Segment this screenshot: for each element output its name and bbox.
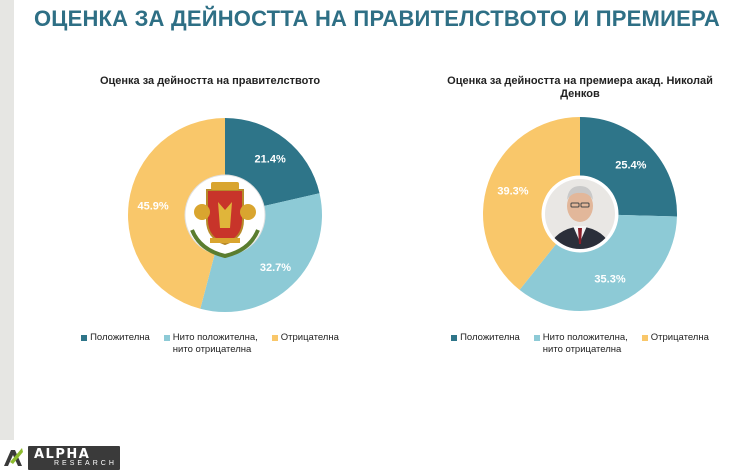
data-label: 32.7% xyxy=(260,262,291,274)
legend-item-negative: Отрицателна xyxy=(641,332,709,356)
data-label: 25.4% xyxy=(615,159,646,171)
data-label: 45.9% xyxy=(137,201,168,213)
prime-minister-portrait-icon xyxy=(541,175,619,253)
alpha-research-logo: ALPHA RESEARCH xyxy=(0,442,130,472)
government-chart-panel: Оценка за дейността на правителството 21… xyxy=(60,60,360,355)
chart-legend: Положителна Нито положителна, нито отриц… xyxy=(430,332,730,356)
legend-swatch xyxy=(163,335,170,341)
legend-item-negative: Отрицателна xyxy=(271,332,339,356)
chart-title: Оценка за дейността на премиера акад. Ни… xyxy=(447,75,713,100)
page-title: ОЦЕНКА ЗА ДЕЙНОСТТА НА ПРАВИТЕЛСТВОТО И … xyxy=(34,6,720,31)
data-label: 21.4% xyxy=(255,153,286,165)
data-label: 39.3% xyxy=(497,186,528,198)
slice-negative xyxy=(128,118,225,309)
legend-swatch xyxy=(271,335,278,341)
bulgarian-coat-of-arms-icon xyxy=(184,174,266,259)
legend-item-neutral: Нито положителна, нито отрицателна xyxy=(533,332,628,356)
data-label: 35.3% xyxy=(594,273,625,285)
chart-title: Оценка за дейността на правителството xyxy=(99,75,321,87)
prime-minister-chart-panel: Оценка за дейността на премиера акад. Ни… xyxy=(430,60,730,355)
legend-item-positive: Положителна xyxy=(451,332,520,356)
slice-negative xyxy=(483,116,580,290)
legend-swatch xyxy=(451,335,458,341)
alpha-research-logo-icon xyxy=(4,448,23,466)
legend-swatch xyxy=(641,335,648,341)
side-accent-bar xyxy=(0,0,14,440)
donut-chart: 21.4% 32.7% 45.9% xyxy=(128,118,322,312)
legend-swatch xyxy=(533,335,540,341)
slice-positive xyxy=(580,117,677,217)
legend-item-positive: Положителна xyxy=(81,332,150,356)
legend-item-neutral: Нито положителна, нито отрицателна xyxy=(163,332,258,356)
donut-chart: 25.4% 35.3% 39.3% xyxy=(483,116,677,311)
slice-neutral xyxy=(519,214,677,311)
slice-neutral xyxy=(200,193,322,312)
chart-legend: Положителна Нито положителна, нито отриц… xyxy=(60,332,360,356)
slice-positive xyxy=(225,118,320,207)
legend-swatch xyxy=(81,335,88,341)
logo-wordmark: ALPHA RESEARCH xyxy=(28,446,120,470)
